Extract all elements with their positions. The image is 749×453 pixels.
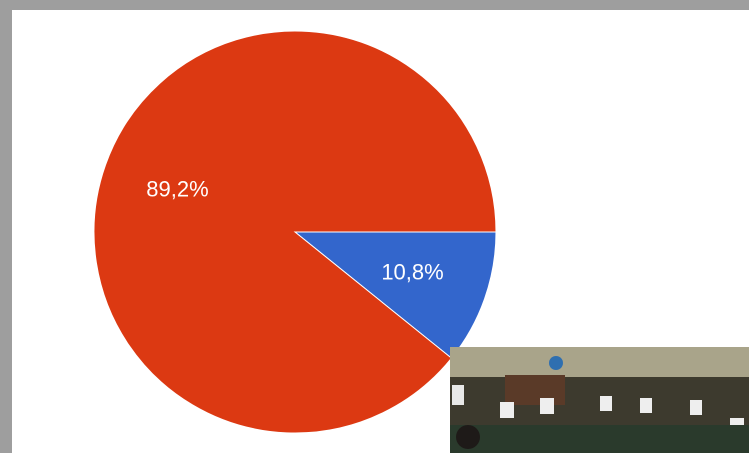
- photo-student: [456, 425, 480, 449]
- photo-wall: [450, 347, 749, 377]
- photo-paper: [690, 400, 702, 415]
- slice-label: 89,2%: [146, 176, 208, 201]
- photo-board: [505, 375, 565, 405]
- photo: [450, 347, 749, 453]
- slice-label: 10,8%: [381, 259, 443, 284]
- photo-paper: [500, 402, 514, 418]
- pie-slice: [93, 30, 497, 434]
- photo-paper: [452, 385, 464, 405]
- photo-paper: [540, 398, 554, 414]
- photo-globe: [549, 356, 563, 370]
- pie-chart: 10,8% 89,2%: [93, 30, 497, 434]
- photo-paper: [640, 398, 652, 413]
- photo-paper: [600, 396, 612, 411]
- photo-desks: [450, 425, 749, 453]
